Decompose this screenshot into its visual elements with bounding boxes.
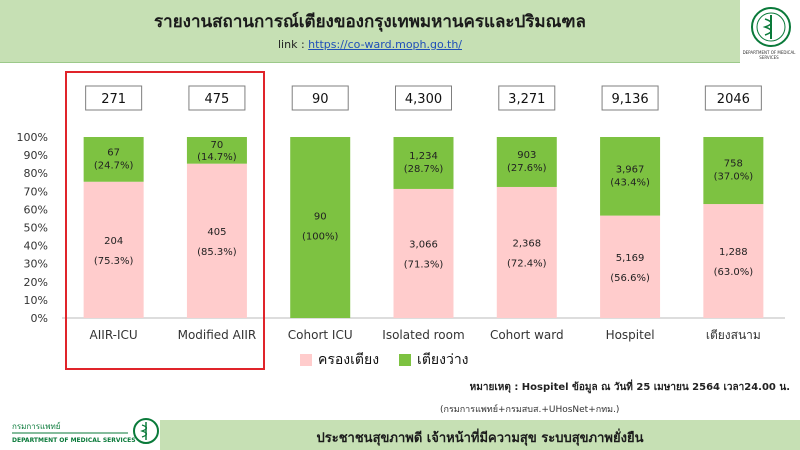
chart-legend: ครองเตียง เตียงว่าง (300, 350, 469, 370)
x-category-label: Cohort ICU (288, 328, 353, 342)
total-box (291, 85, 349, 111)
bar-available (496, 137, 557, 187)
occupied-percent-label: (63.0%) (714, 267, 754, 278)
x-category-label: Hospitel (606, 328, 655, 342)
y-tick-label: 80% (24, 167, 48, 180)
y-tick-label: 90% (24, 149, 48, 162)
total-label: 9,136 (611, 92, 648, 107)
total-label: 4,300 (405, 92, 442, 107)
legend-occupied-label: ครองเตียง (318, 352, 380, 368)
bar-available (290, 137, 351, 318)
page-title: รายงานสถานการณ์เตียงของกรุงเทพมหานครและป… (154, 12, 586, 32)
y-tick-label: 70% (24, 185, 48, 198)
moph-caption: DEPARTMENT OF MEDICAL SERVICES (742, 50, 796, 60)
total-box (395, 85, 452, 111)
data-source: (กรมการแพทย์+กรมสบส.+UHosNet+กทม.) (440, 405, 620, 415)
highlight-box (65, 71, 265, 370)
x-category-label: Isolated room (382, 328, 464, 342)
dms-logo-icon: กรมการแพทย์ DEPARTMENT OF MEDICAL SERVIC… (12, 418, 159, 444)
x-category-label: เตียงสนาม (706, 328, 761, 342)
available-value-label: 758 (724, 159, 743, 170)
occupied-value-label: 405 (207, 227, 226, 238)
co-ward-link[interactable]: https://co-ward.moph.go.th/ (308, 38, 462, 51)
bar-occupied (496, 186, 557, 318)
available-value-label: 903 (517, 150, 536, 161)
occupied-value-label: 2,368 (512, 238, 541, 249)
total-label: 475 (205, 92, 230, 107)
total-label: 271 (101, 92, 126, 107)
x-category-label: AIIR-ICU (90, 328, 138, 342)
bar-available (83, 137, 144, 182)
bar-occupied (600, 215, 661, 318)
link-label: link : (278, 38, 305, 51)
y-tick-label: 60% (24, 203, 48, 216)
bar-occupied (83, 181, 144, 318)
y-tick-label: 100% (17, 131, 48, 144)
bar-occupied (186, 163, 247, 318)
available-percent-label: (37.0%) (714, 172, 754, 183)
occupied-percent-label: (75.3%) (94, 256, 134, 267)
link-line: link : https://co-ward.moph.go.th/ (0, 38, 740, 51)
y-tick-label: 0% (31, 312, 48, 325)
total-box (188, 85, 246, 111)
bed-status-chart: 0% 10% 20% 30% 40% 50% 60% 70% 80% 90% 100% 271 204 (… (17, 85, 785, 342)
x-category-label: Cohort ward (490, 328, 564, 342)
footer-band (160, 420, 800, 450)
occupied-percent-label: (85.3%) (197, 247, 237, 258)
legend-available-swatch (399, 354, 412, 366)
moph-logo-icon (751, 7, 791, 47)
y-tick-label: 50% (24, 222, 48, 235)
occupied-percent-label: (71.3%) (404, 259, 444, 270)
bar-available (703, 137, 764, 205)
legend-available: เตียงว่าง (399, 349, 469, 371)
bar-occupied (393, 188, 454, 318)
available-value-label: 67 (107, 147, 120, 158)
bar-occupied (703, 204, 764, 318)
legend-available-label: เตียงว่าง (417, 352, 469, 368)
footer-slogan: ประชาชนสุขภาพดี เจ้าหน้าที่มีความสุข ระบ… (316, 431, 644, 446)
y-tick-label: 40% (24, 240, 48, 253)
dms-thai-text: กรมการแพทย์ (12, 421, 60, 431)
dms-english-text: DEPARTMENT OF MEDICAL SERVICES (12, 437, 136, 444)
occupied-value-label: 1,288 (719, 247, 748, 258)
available-value-label: 1,234 (409, 151, 438, 162)
available-percent-label: (27.6%) (507, 163, 547, 174)
available-value-label: 90 (314, 212, 327, 223)
bar-available (393, 137, 454, 189)
available-percent-label: (100%) (302, 232, 338, 243)
y-tick-label: 30% (24, 258, 48, 271)
occupied-percent-label: (72.4%) (507, 258, 547, 269)
available-value-label: 3,967 (616, 164, 645, 175)
bar-available (186, 137, 247, 164)
total-label: 90 (312, 92, 329, 107)
total-label: 2046 (717, 92, 750, 107)
legend-occupied: ครองเตียง (300, 349, 379, 371)
x-category-label: Modified AIIR (178, 328, 257, 342)
y-tick-label: 10% (24, 294, 48, 307)
available-percent-label: (43.4%) (610, 177, 650, 188)
total-label: 3,271 (508, 92, 545, 107)
occupied-value-label: 3,066 (409, 239, 438, 250)
data-note: หมายเหตุ : Hospitel ข้อมูล ณ วันที่ 25 เ… (469, 382, 790, 393)
available-value-label: 70 (211, 140, 224, 151)
bar-available (600, 137, 661, 216)
total-box (498, 85, 556, 111)
occupied-percent-label: (56.6%) (610, 273, 650, 284)
total-box (601, 85, 659, 111)
total-box (85, 85, 143, 111)
occupied-value-label: 204 (104, 236, 123, 247)
available-percent-label: (24.7%) (94, 160, 134, 171)
available-percent-label: (28.7%) (404, 164, 444, 175)
available-percent-label: (14.7%) (197, 152, 237, 163)
header-band (0, 0, 740, 63)
total-box (704, 85, 762, 111)
y-tick-label: 20% (24, 276, 48, 289)
occupied-value-label: 5,169 (616, 253, 645, 264)
legend-occupied-swatch (300, 354, 312, 366)
